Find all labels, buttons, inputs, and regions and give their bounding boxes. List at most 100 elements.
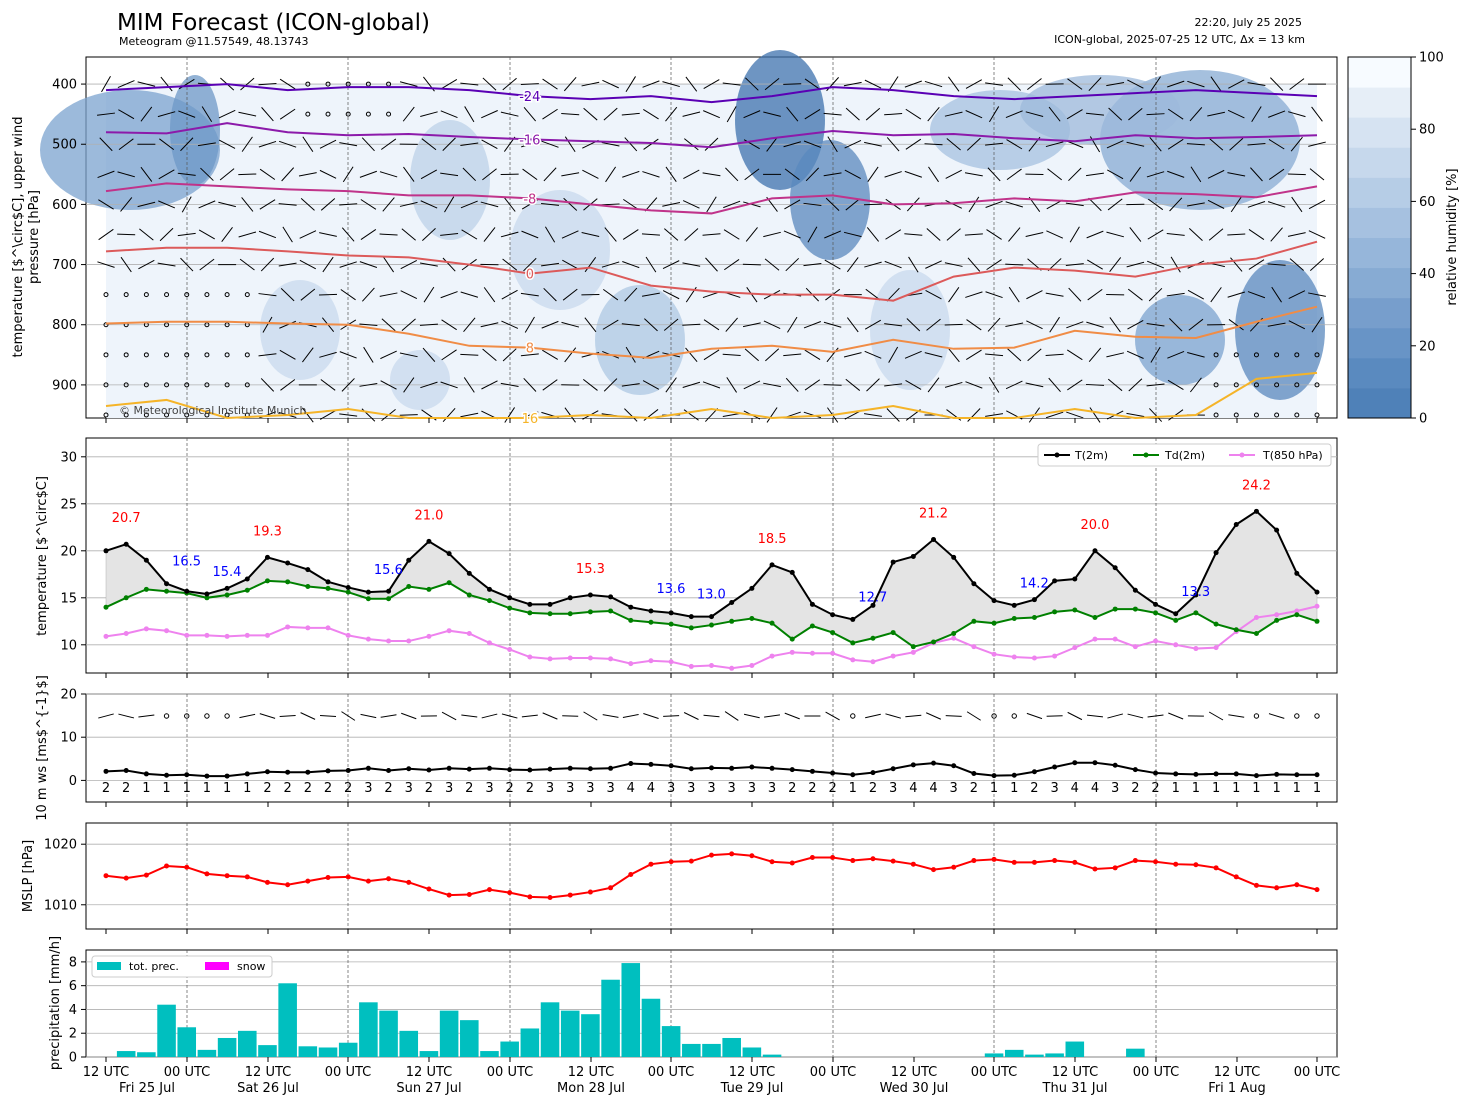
wind-barb — [319, 139, 337, 149]
data-point-td2m — [164, 588, 170, 594]
data-point-t2m — [345, 584, 351, 590]
wind-barb — [1167, 170, 1185, 178]
wind-barb — [1210, 76, 1222, 92]
wind-barb — [807, 226, 818, 243]
wind-barb — [460, 353, 479, 356]
data-point-td2m — [648, 619, 654, 625]
wind-barb — [342, 166, 354, 183]
wind-barb — [1066, 109, 1083, 120]
pressure-ytick-label-1020: 1020 — [44, 838, 77, 853]
data-point-t2m — [1294, 570, 1300, 576]
beaufort-label: 2 — [869, 781, 877, 796]
mslp-point — [1294, 882, 1300, 888]
precip-bar — [641, 998, 661, 1057]
wind-barb — [139, 228, 154, 241]
humidity-blob-5 — [1235, 260, 1325, 400]
wind-barb — [985, 353, 1004, 357]
wind-barb — [319, 232, 337, 237]
data-point-td2m — [285, 579, 291, 585]
temperature-extremum-label: 13.6 — [656, 582, 685, 597]
wind-calm-marker — [1213, 412, 1219, 418]
beaufort-label: 2 — [1131, 781, 1139, 796]
wind-barb — [843, 231, 862, 238]
pressure-ytick-label-1010: 1010 — [44, 898, 77, 913]
wind-barb — [1268, 713, 1285, 719]
isotherm-label-8: 8 — [526, 342, 534, 357]
wind-barb — [300, 712, 316, 720]
wind-speed-point — [809, 768, 815, 774]
wind-barb — [825, 197, 840, 212]
mslp-point — [527, 894, 533, 900]
wind-calm-marker — [850, 713, 856, 719]
wind-barb — [924, 352, 943, 358]
wind-barb — [1288, 290, 1306, 300]
data-point-td2m — [729, 618, 735, 624]
data-point-t850 — [244, 632, 250, 638]
wind-barb — [1067, 78, 1083, 90]
day-label: Thu 31 Jul — [1042, 1081, 1108, 1096]
wind-barb — [583, 378, 598, 391]
wind-barb — [966, 711, 981, 721]
figure-subtitle: Meteogram @11.57549, 48.13743 — [119, 35, 309, 48]
wind-barb — [120, 197, 133, 212]
wind-barb — [1045, 353, 1064, 356]
precip-bar — [217, 1037, 237, 1057]
wind-barb — [1207, 111, 1225, 117]
data-point-t2m — [809, 601, 815, 607]
beaufort-label: 1 — [1313, 781, 1321, 796]
upper-air-ytick-label-400: 400 — [52, 78, 77, 93]
wind-barb — [441, 349, 457, 361]
wind-barb — [118, 138, 134, 151]
figure-title: MIM Forecast (ICON-global) — [117, 10, 430, 36]
data-point-t850 — [587, 655, 593, 661]
wind-speed-point — [1153, 770, 1159, 776]
wind-barb — [642, 171, 660, 178]
wind-barb — [724, 711, 739, 721]
wind-barb — [138, 714, 155, 718]
wind-barb — [282, 226, 293, 243]
wind-barb — [1268, 168, 1285, 180]
wind-ytick-label-0: 0 — [69, 774, 77, 789]
wind-barb — [1271, 286, 1282, 303]
wind-calm-marker — [204, 292, 210, 298]
wind-barb — [703, 319, 720, 331]
wind-barb — [1047, 168, 1063, 181]
temperature-extremum-label: 13.3 — [1181, 585, 1210, 600]
wind-barb — [1168, 318, 1183, 332]
wind-barb — [682, 200, 700, 209]
legend-marker-td2m — [1143, 452, 1149, 458]
mslp-point — [729, 851, 735, 857]
wind-calm-marker — [164, 382, 170, 388]
wind-barb — [419, 323, 438, 326]
wind-barb — [261, 107, 274, 122]
beaufort-label: 1 — [990, 781, 998, 796]
wind-barb — [705, 257, 718, 272]
wind-barb — [460, 200, 478, 209]
wind-barb — [380, 138, 397, 150]
wind-barb — [542, 349, 559, 360]
data-point-td2m — [305, 584, 311, 590]
wind-barb — [481, 380, 498, 390]
wind-barb — [1147, 229, 1164, 240]
isotherm-0 — [105, 240, 1318, 302]
xtick-label: 12 UTC — [891, 1065, 937, 1080]
wind-barb — [1188, 227, 1203, 241]
wind-barb — [985, 200, 1003, 208]
data-point-td2m — [1031, 615, 1037, 621]
mslp-point — [244, 874, 250, 880]
beaufort-label: 2 — [122, 781, 130, 796]
data-point-t2m — [365, 589, 371, 595]
wind-barb — [665, 377, 677, 393]
wind-barb — [562, 259, 579, 270]
data-point-t850 — [951, 635, 957, 641]
wind-barb — [622, 713, 639, 719]
wind-barb — [683, 712, 699, 720]
data-point-t850 — [527, 654, 533, 660]
data-point-t850 — [749, 662, 755, 668]
beaufort-label: 3 — [1050, 781, 1058, 796]
wind-barb — [604, 227, 617, 242]
data-point-t2m — [890, 559, 896, 565]
wind-barb — [945, 715, 962, 717]
data-point-t850 — [305, 625, 311, 631]
beaufort-label: 3 — [405, 781, 413, 796]
